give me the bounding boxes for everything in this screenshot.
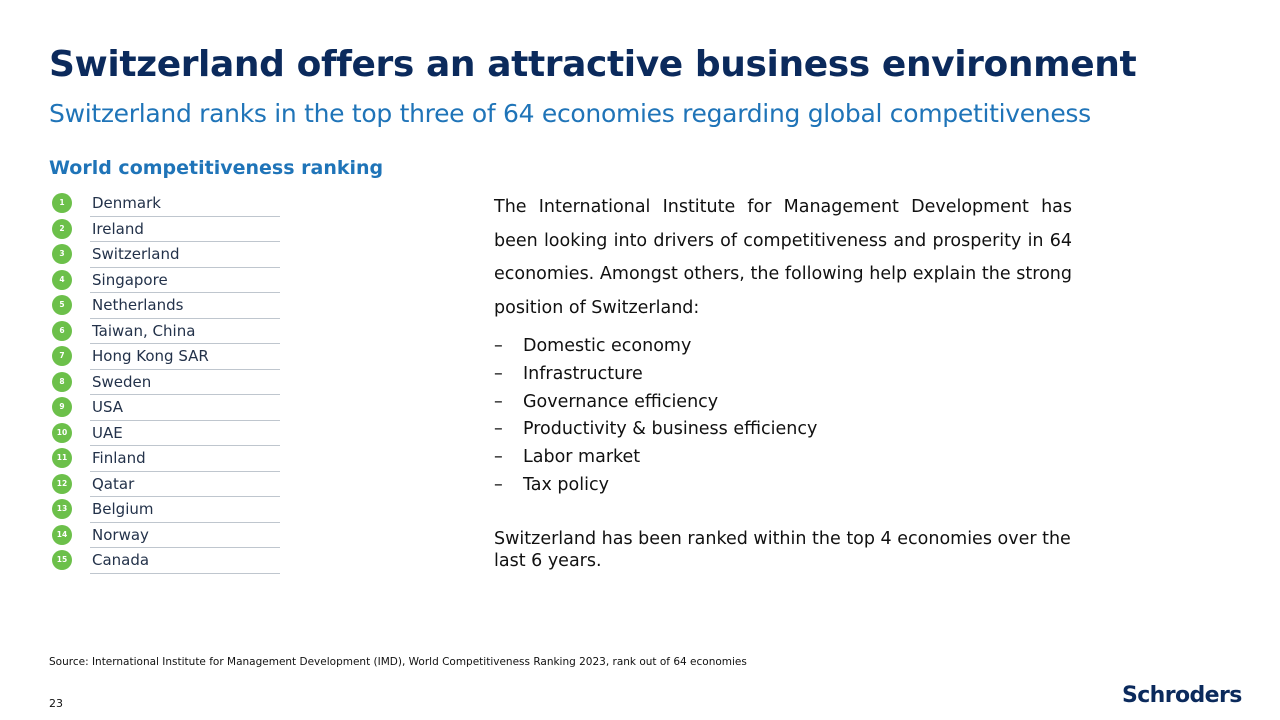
rank-country: Finland [92,449,146,467]
slide-subtitle: Switzerland ranks in the top three of 64… [49,99,1091,128]
rank-country: Denmark [92,194,161,212]
closing-paragraph: Switzerland has been ranked within the t… [494,528,1071,571]
row-divider [90,266,280,268]
ranking-row: 6 Taiwan, China [50,319,282,344]
rank-country: Ireland [92,219,144,238]
rank-badge: 11 [52,448,72,468]
rank-country: Netherlands [92,296,184,314]
dash-bullet: – [494,391,503,412]
dash-bullet: – [494,336,503,356]
factor-label: Domestic economy [523,336,692,356]
rank-country: Qatar [92,474,135,493]
rank-country: Canada [92,551,150,569]
source-note: Source: International Institute for Mana… [49,656,747,668]
factor-label: Infrastructure [523,363,643,384]
ranking-row: 7 Hong Kong SAR [50,344,282,370]
row-divider [90,470,280,472]
rank-country: Singapore [92,270,168,289]
page-number: 23 [49,697,63,710]
schroders-logo: Schroders [1122,683,1242,708]
ranking-row: 10 UAE [50,421,282,446]
rank-badge: 1 [52,193,72,213]
row-divider [90,572,280,574]
ranking-row: 4 Singapore [50,268,282,293]
rank-badge: 6 [52,320,72,341]
dash-bullet: – [494,363,503,384]
ranking-heading: World competitiveness ranking [49,157,384,179]
rank-country: Switzerland [92,245,180,263]
rank-badge: 3 [52,244,72,264]
row-divider [90,496,280,497]
ranking-row: 11 Finland [50,446,282,472]
intro-paragraph: The International Institute for Manageme… [494,197,1072,318]
row-divider [90,419,280,421]
row-divider [90,368,280,370]
ranking-row: 9 USA [50,395,282,421]
row-divider [90,547,280,548]
row-divider [90,215,280,217]
ranking-row: 5 Netherlands [50,293,282,319]
ranking-row: 3 Switzerland [50,242,282,268]
factor-item: – Tax policy [494,472,1072,500]
factor-item: – Governance efficiency [494,389,1072,417]
rank-country: USA [92,398,124,416]
rank-country: UAE [92,423,123,442]
row-divider [90,521,280,523]
rank-country: Taiwan, China [92,321,196,340]
factor-item: – Productivity & business efficiency [494,416,1072,444]
rank-badge: 8 [52,371,72,392]
dash-bullet: – [494,474,503,495]
rank-badge: 14 [52,524,72,545]
ranking-row: 13 Belgium [50,497,282,523]
rank-badge: 5 [52,295,72,315]
rank-country: Hong Kong SAR [92,347,209,365]
rank-country: Norway [92,525,149,544]
factor-item: – Domestic economy [494,333,1072,361]
dash-bullet: – [494,419,503,440]
row-divider [90,394,280,395]
rank-badge: 12 [52,473,72,494]
rank-country: Sweden [92,372,152,391]
factor-label: Labor market [523,447,641,468]
rank-badge: 4 [52,269,72,290]
rank-badge: 9 [52,397,72,417]
factor-label: Governance efficiency [523,391,719,412]
rank-badge: 13 [52,499,72,519]
row-divider [90,445,280,446]
factor-label: Tax policy [523,474,609,495]
ranking-row: 1 Denmark [50,191,282,217]
rank-badge: 2 [52,218,72,239]
factor-list: – Domestic economy – Infrastructure – Go… [494,333,1072,500]
slide-title: Switzerland offers an attractive busines… [49,44,1137,85]
rank-badge: 7 [52,346,72,366]
factor-item: – Infrastructure [494,361,1072,389]
ranking-row: 2 Ireland [50,217,282,242]
row-divider [90,343,280,344]
dash-bullet: – [494,447,503,468]
ranking-row: 12 Qatar [50,472,282,497]
body-text: The International Institute for Manageme… [494,191,1072,572]
ranking-list: 1 Denmark 2 Ireland 3 Switzerland 4 Sing… [50,191,282,574]
factor-label: Productivity & business efficiency [523,419,818,440]
row-divider [90,292,280,293]
ranking-row: 15 Canada [50,548,282,574]
ranking-row: 8 Sweden [50,370,282,395]
factor-item: – Labor market [494,444,1072,472]
ranking-row: 14 Norway [50,523,282,548]
rank-badge: 15 [52,550,72,570]
rank-country: Belgium [92,500,154,518]
rank-badge: 10 [52,422,72,443]
row-divider [90,317,280,319]
row-divider [90,241,280,242]
